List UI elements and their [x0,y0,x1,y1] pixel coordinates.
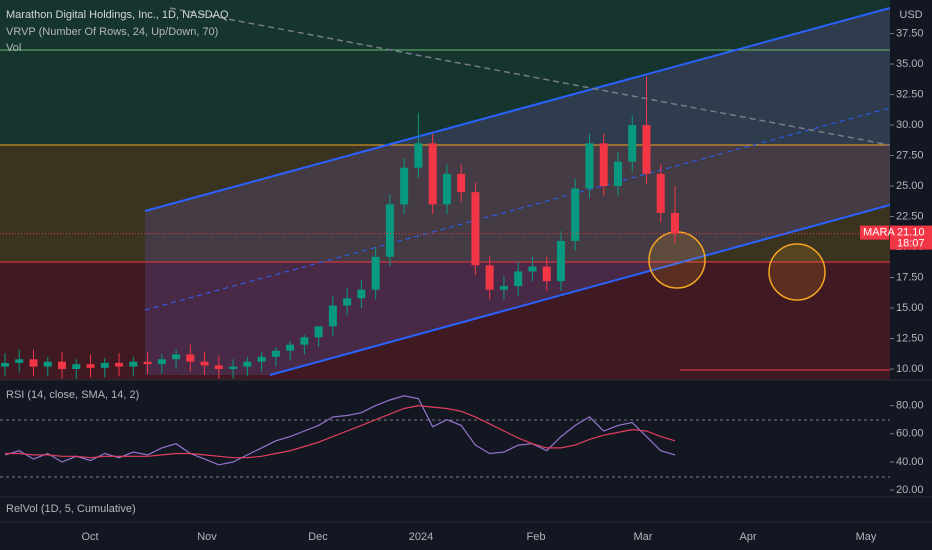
rsi-tick-label: 40.00 [896,456,924,468]
price-tick-label: 12.50 [896,332,924,344]
symbol-box [860,225,889,240]
rsi-tick-label: 20.00 [896,484,924,496]
candle-body [613,161,622,187]
candle-body [86,364,95,368]
price-tick-label: 22.50 [896,210,924,222]
indicator-label: RelVol (1D, 5, Cumulative) [6,503,136,515]
candle-body [471,192,480,266]
symbol-title: Marathon Digital Holdings, Inc., 1D, NAS… [6,9,229,21]
candle-body [343,298,352,306]
price-tick-label: 30.00 [896,119,924,131]
candle-body [542,266,551,282]
time-label: Nov [197,531,217,543]
candle-body [29,359,38,367]
candle-body [642,125,651,174]
countdown: 18:07 [897,238,925,250]
candle-body [43,361,52,367]
candle-body [414,143,423,168]
candle-body [599,143,608,187]
rsi-line [5,404,676,459]
rsi-tick-label: 60.00 [896,428,924,440]
candle-body [457,173,466,193]
price-tick-label: 17.50 [896,271,924,283]
candle-body [357,289,366,299]
time-label: Mar [634,531,653,543]
price-tick-label: 27.50 [896,149,924,161]
time-label: 2024 [409,531,433,543]
time-label: Feb [527,531,546,543]
candle-body [186,354,195,362]
candle-body [200,361,209,366]
candle-body [328,305,337,327]
candle-body [485,265,494,290]
candle-body [229,366,238,370]
price-tick-label: 35.00 [896,58,924,70]
time-label: Oct [81,531,98,543]
candle-body [72,364,81,370]
candle-body [214,365,223,370]
candle-body [100,362,109,368]
drawings [0,7,891,376]
indicator-label: RSI (14, close, SMA, 14, 2) [6,389,139,401]
candle-body [428,143,437,205]
candle-body [115,362,124,367]
candle-body [671,212,679,234]
candle-body [129,361,138,367]
price-axis [890,0,932,550]
candle-body [499,286,508,290]
symbol-tag: MARA [863,227,895,239]
candle-body [656,173,665,213]
last-price-label: 21.10 [897,227,925,239]
candle-body [442,173,451,205]
candle-body [556,240,565,282]
price-tick-label: 10.00 [896,363,924,375]
time-label: Apr [739,531,756,543]
time-label: May [856,531,877,543]
price-tick-label: 25.00 [896,180,924,192]
rsi-tick-label: 80.00 [896,400,924,412]
candle-body [385,204,394,257]
rsi-line [4,395,676,466]
candle-body [15,359,24,363]
candle-body [286,344,295,351]
candle-body [514,271,523,287]
indicator-label: VRVP (Number Of Rows, 24, Up/Down, 70) [6,26,218,38]
indicator-label: Vol [6,42,21,54]
candle-body [300,337,309,345]
price-tick-label: 32.50 [896,88,924,100]
last-price-box [890,225,932,250]
price-tick-label: 15.00 [896,302,924,314]
candle-body [528,266,537,272]
candle-body [571,188,580,241]
time-label: Dec [308,531,328,543]
candle-body [143,361,152,365]
candle-body [1,362,9,367]
candle-body [157,359,166,365]
candle-body [585,143,594,189]
candle-body [172,354,181,360]
candle-body [257,356,266,362]
price-tick-label: 37.50 [896,27,924,39]
candle-body [243,361,252,367]
candle-body [271,350,280,357]
candle-body [400,167,409,205]
candle-body [58,361,67,370]
candle-body [371,256,380,290]
candle-body [314,326,323,338]
candle-body [628,125,637,162]
currency[interactable]: USD [899,9,922,21]
